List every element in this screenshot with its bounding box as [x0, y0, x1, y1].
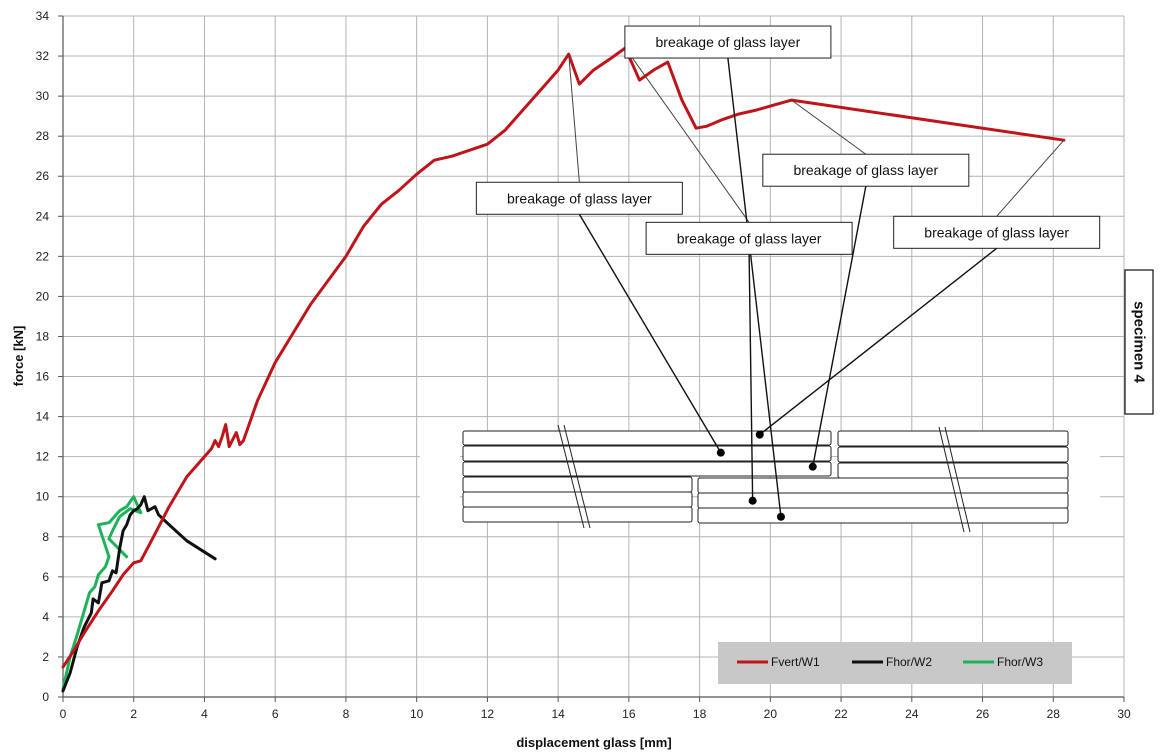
- x-tick-label: 18: [693, 707, 707, 721]
- y-tick-label: 18: [36, 329, 50, 343]
- breakage-point-dot: [749, 497, 757, 505]
- y-tick-label: 10: [36, 490, 50, 504]
- y-tick-label: 34: [36, 9, 50, 23]
- y-tick-label: 26: [36, 169, 50, 183]
- glass-layer-6-left: [463, 507, 692, 522]
- glass-layer-4-right: [698, 478, 1068, 493]
- x-tick-label: 4: [201, 707, 208, 721]
- y-tick-label: 30: [36, 89, 50, 103]
- x-tick-label: 16: [622, 707, 636, 721]
- x-tick-label: 6: [272, 707, 279, 721]
- y-tick-label: 22: [36, 249, 50, 263]
- y-tick-label: 0: [42, 690, 49, 704]
- glass-section-diagram: [420, 425, 1100, 532]
- legend-label-fvert-w1: Fvert/W1: [771, 655, 820, 669]
- legend-label-fhor-w2: Fhor/W2: [886, 655, 932, 669]
- callout-label: breakage of glass layer: [507, 190, 652, 206]
- glass-layer-2-left: [463, 446, 831, 461]
- y-tick-label: 14: [36, 410, 50, 424]
- x-axis-title: displacement glass [mm]: [516, 735, 671, 750]
- x-tick-label: 22: [834, 707, 848, 721]
- breakage-point-dot: [777, 513, 785, 521]
- callout-label: breakage of glass layer: [656, 34, 801, 50]
- specimen-label-box: specimen 4: [1125, 270, 1153, 414]
- y-tick-label: 4: [42, 610, 49, 624]
- breakage-point-dot: [717, 449, 725, 457]
- y-axis-title: force [kN]: [11, 326, 26, 387]
- glass-layer-3-right: [838, 463, 1068, 478]
- x-tick-label: 12: [481, 707, 495, 721]
- glass-layer-top-left: [463, 431, 831, 445]
- y-tick-label: 6: [42, 570, 49, 584]
- breakage-point-dot: [756, 431, 764, 439]
- y-tick-label: 24: [36, 209, 50, 223]
- legend-label-fhor-w3: Fhor/W3: [997, 655, 1043, 669]
- y-tick-label: 8: [42, 530, 49, 544]
- x-tick-label: 2: [130, 707, 137, 721]
- legend: Fvert/W1 Fhor/W2 Fhor/W3: [718, 642, 1072, 684]
- x-tick-label: 14: [551, 707, 565, 721]
- glass-layer-top-right: [838, 431, 1068, 446]
- x-tick-label: 28: [1047, 707, 1061, 721]
- y-tick-label: 2: [42, 650, 49, 664]
- y-tick-label: 12: [36, 450, 50, 464]
- x-tick-label: 26: [976, 707, 990, 721]
- y-tick-label: 28: [36, 129, 50, 143]
- glass-layer-5-left: [463, 492, 692, 507]
- callout-label: breakage of glass layer: [924, 224, 1069, 240]
- y-tick-label: 20: [36, 289, 50, 303]
- x-tick-label: 8: [343, 707, 350, 721]
- callout-label: breakage of glass layer: [793, 162, 938, 178]
- glass-layer-6-right: [698, 508, 1068, 523]
- y-tick-label: 16: [36, 370, 50, 384]
- breakage-point-dot: [809, 463, 817, 471]
- diagram-mask-left: [420, 430, 460, 522]
- callout-label: breakage of glass layer: [677, 230, 822, 246]
- x-tick-label: 10: [410, 707, 424, 721]
- x-tick-label: 0: [60, 707, 67, 721]
- x-tick-label: 30: [1117, 707, 1131, 721]
- y-tick-label: 32: [36, 49, 50, 63]
- x-tick-label: 20: [764, 707, 778, 721]
- x-tick-label: 24: [905, 707, 919, 721]
- specimen-label-text: specimen 4: [1131, 301, 1148, 383]
